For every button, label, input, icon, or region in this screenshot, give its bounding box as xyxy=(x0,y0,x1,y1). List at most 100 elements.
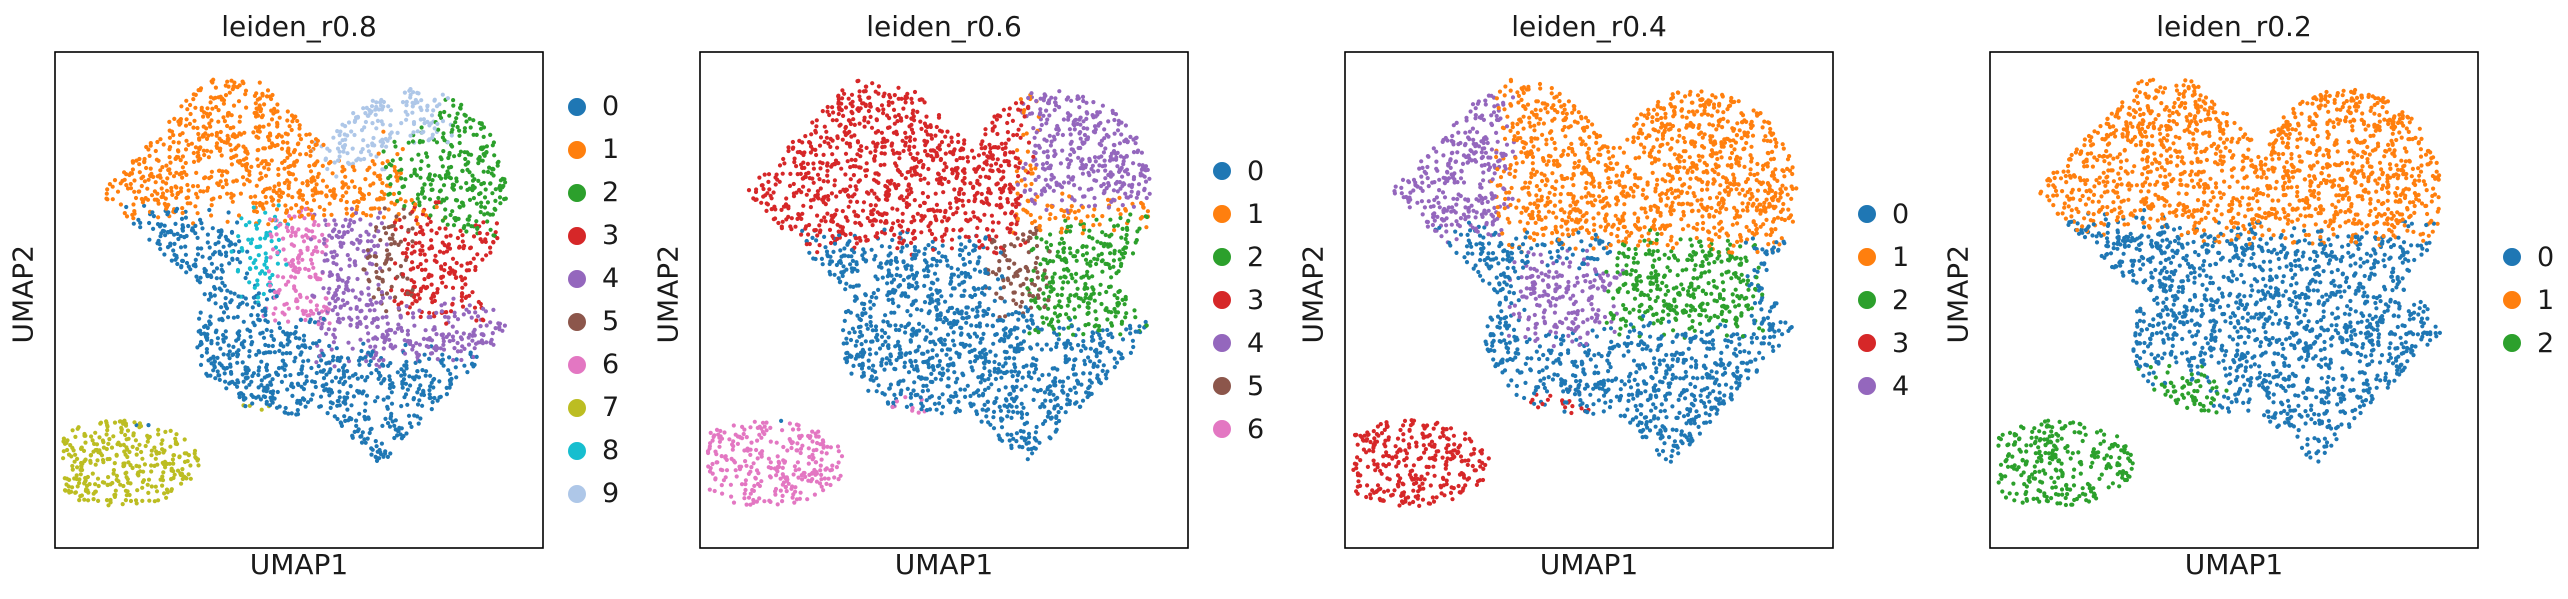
cell-point-cluster-1 xyxy=(155,198,160,203)
cell-point-cluster-0 xyxy=(254,352,259,357)
cell-point-cluster-0 xyxy=(173,221,178,226)
cell-point-cluster-1 xyxy=(306,212,311,217)
cell-point-cluster-9 xyxy=(404,117,409,122)
cell-point-cluster-0 xyxy=(219,263,224,268)
cell-point-cluster-1 xyxy=(167,155,172,160)
cell-point-cluster-6 xyxy=(319,309,325,314)
cell-point-cluster-1 xyxy=(236,99,242,104)
cell-point-cluster-3 xyxy=(460,233,465,238)
cell-point-cluster-4 xyxy=(1040,162,1046,167)
cell-point-cluster-3 xyxy=(777,163,783,168)
cell-point-cluster-0 xyxy=(300,364,305,369)
cell-point-cluster-1 xyxy=(171,140,176,145)
cell-point-cluster-6 xyxy=(755,438,760,443)
cell-point-cluster-6 xyxy=(271,247,276,252)
cell-point-cluster-3 xyxy=(895,246,900,251)
cell-point-cluster-3 xyxy=(918,119,923,124)
cell-point-cluster-1 xyxy=(112,178,118,183)
cell-point-cluster-0 xyxy=(175,231,180,236)
cell-point-cluster-0 xyxy=(964,311,969,316)
cell-point-cluster-1 xyxy=(305,182,310,187)
cell-point-cluster-0 xyxy=(264,399,269,404)
cell-point-cluster-3 xyxy=(942,176,947,181)
cell-point-cluster-0 xyxy=(402,395,407,400)
cell-point-cluster-2 xyxy=(475,225,480,231)
cell-point-cluster-7 xyxy=(108,497,113,503)
cell-point-cluster-0 xyxy=(224,306,230,311)
cell-point-cluster-5 xyxy=(1009,242,1014,247)
cell-point-cluster-1 xyxy=(149,193,155,198)
cell-point-cluster-1 xyxy=(300,197,306,202)
cell-point-cluster-3 xyxy=(951,227,956,233)
cell-point-cluster-0 xyxy=(367,430,372,436)
cell-point-cluster-0 xyxy=(292,331,297,336)
cell-point-cluster-1 xyxy=(275,124,280,129)
cell-point-cluster-1 xyxy=(382,192,387,197)
cell-point-cluster-4 xyxy=(1077,105,1082,110)
cell-point-cluster-3 xyxy=(863,173,869,179)
cell-point-cluster-2 xyxy=(458,149,463,154)
cell-point-cluster-0 xyxy=(259,383,264,388)
cell-point-cluster-7 xyxy=(93,430,98,435)
cell-point-cluster-1 xyxy=(110,184,115,189)
cell-point-cluster-3 xyxy=(826,197,831,202)
cell-point-cluster-8 xyxy=(248,241,254,246)
cell-point-cluster-1 xyxy=(164,206,169,211)
cell-point-cluster-2 xyxy=(454,116,459,121)
cell-point-cluster-3 xyxy=(396,302,401,307)
cell-point-cluster-4 xyxy=(1134,195,1139,200)
cell-point-cluster-0 xyxy=(858,329,863,335)
cell-point-cluster-0 xyxy=(241,379,246,384)
cell-point-cluster-4 xyxy=(452,346,457,351)
cell-point-cluster-3 xyxy=(399,225,404,230)
cell-point-cluster-3 xyxy=(912,137,917,142)
cell-point-cluster-0 xyxy=(243,365,248,370)
cell-point-cluster-0 xyxy=(1092,361,1097,366)
cell-point-cluster-0 xyxy=(418,416,423,421)
cell-point-cluster-4 xyxy=(334,262,339,267)
cell-point-cluster-3 xyxy=(848,199,853,204)
cell-point-cluster-1 xyxy=(319,190,324,195)
cell-point-cluster-0 xyxy=(424,369,429,374)
cell-point-cluster-4 xyxy=(355,321,360,326)
cell-point-cluster-6 xyxy=(795,441,800,446)
cell-point-cluster-3 xyxy=(895,207,900,212)
cell-point-cluster-3 xyxy=(413,231,418,236)
cell-point-cluster-0 xyxy=(293,335,298,340)
cell-point-cluster-1 xyxy=(371,181,376,186)
cell-point-cluster-0 xyxy=(356,427,361,432)
cell-point-cluster-0 xyxy=(326,360,331,365)
cell-point-cluster-1 xyxy=(320,163,325,168)
cell-point-cluster-1 xyxy=(146,147,151,152)
cell-point-cluster-0 xyxy=(168,243,173,248)
cell-point-cluster-0 xyxy=(301,338,306,343)
cell-point-cluster-1 xyxy=(1073,216,1078,221)
cell-point-cluster-7 xyxy=(137,442,142,447)
cell-point-cluster-1 xyxy=(1024,131,1029,136)
cell-point-cluster-0 xyxy=(324,382,329,387)
cell-point-cluster-3 xyxy=(448,265,453,271)
cell-point-cluster-1 xyxy=(220,185,225,190)
cell-point-cluster-1 xyxy=(307,163,312,169)
cell-point-cluster-1 xyxy=(310,188,315,193)
cell-point-cluster-0 xyxy=(160,228,165,233)
cell-point-cluster-1 xyxy=(324,184,329,189)
cell-point-cluster-7 xyxy=(112,461,117,466)
cell-point-cluster-9 xyxy=(410,110,415,115)
cell-point-cluster-8 xyxy=(254,244,259,250)
cell-point-cluster-5 xyxy=(1042,268,1047,273)
cell-point-cluster-0 xyxy=(377,447,382,453)
cell-point-cluster-4 xyxy=(342,230,347,235)
cell-point-cluster-4 xyxy=(357,297,362,302)
cell-point-cluster-3 xyxy=(389,288,394,293)
cell-point-cluster-0 xyxy=(1053,376,1058,381)
legend-marker xyxy=(568,140,586,159)
cell-point-cluster-3 xyxy=(815,233,820,238)
cell-point-cluster-2 xyxy=(445,222,450,227)
cell-point-cluster-1 xyxy=(159,186,164,191)
cell-point-cluster-1 xyxy=(296,209,302,214)
cell-point-cluster-3 xyxy=(766,179,771,184)
cell-point-cluster-4 xyxy=(346,340,351,345)
cell-point-cluster-0 xyxy=(244,271,250,276)
cell-point-cluster-3 xyxy=(834,194,839,199)
